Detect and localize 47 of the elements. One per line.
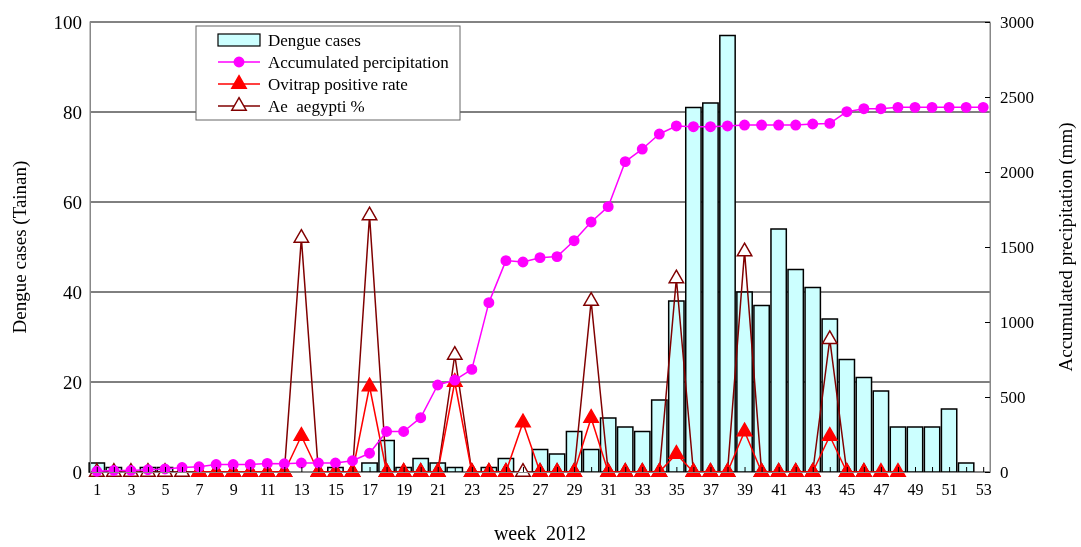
x-tick-label: 3 bbox=[127, 481, 136, 499]
x-tick-label: 17 bbox=[362, 481, 379, 499]
y2-tick-label: 1500 bbox=[1000, 237, 1034, 257]
x-tick-label: 53 bbox=[975, 481, 992, 499]
y2-tick-label: 3000 bbox=[1000, 12, 1034, 32]
y-tick-label: 40 bbox=[63, 281, 82, 303]
x-tick-label: 27 bbox=[532, 481, 549, 499]
x-tick-label: 13 bbox=[293, 481, 310, 499]
y2-tick-label: 500 bbox=[1000, 387, 1026, 407]
x-tick-label: 37 bbox=[702, 481, 719, 499]
x-tick-label: 23 bbox=[464, 481, 481, 499]
y2-axis-title: Accumulated precipitation (mm) bbox=[1055, 122, 1077, 372]
x-tick-label: 45 bbox=[839, 481, 856, 499]
x-tick-label: 11 bbox=[260, 481, 276, 499]
x-tick-label: 15 bbox=[327, 481, 344, 499]
y2-tick-label: 0 bbox=[1000, 462, 1009, 482]
x-tick-label: 41 bbox=[771, 481, 788, 499]
legend-label: Accumulated percipitation bbox=[268, 53, 450, 72]
x-tick-label: 9 bbox=[229, 481, 238, 499]
x-tick-label: 33 bbox=[634, 481, 651, 499]
y2-tick-label: 2000 bbox=[1000, 162, 1034, 182]
y-tick-label: 0 bbox=[72, 461, 82, 483]
y-tick-label: 80 bbox=[63, 101, 82, 123]
x-tick-label: 31 bbox=[600, 481, 617, 499]
y-tick-label: 100 bbox=[53, 11, 82, 33]
x-tick-label: 35 bbox=[668, 481, 685, 499]
x-tick-label: 43 bbox=[805, 481, 822, 499]
x-tick-label: 1 bbox=[93, 481, 102, 499]
y-tick-label: 60 bbox=[63, 191, 82, 213]
x-tick-label: 39 bbox=[737, 481, 754, 499]
y-axis-title: Dengue cases (Tainan) bbox=[9, 160, 31, 334]
x-tick-label: 21 bbox=[430, 481, 447, 499]
x-tick-label: 25 bbox=[498, 481, 515, 499]
x-tick-label: 29 bbox=[566, 481, 583, 499]
x-tick-label: 7 bbox=[195, 481, 204, 499]
legend-label: Ae aegypti % bbox=[268, 97, 365, 116]
x-tick-label: 19 bbox=[396, 481, 413, 499]
legend-label: Dengue cases bbox=[268, 31, 361, 50]
y2-tick-label: 1000 bbox=[1000, 312, 1034, 332]
x-tick-label: 51 bbox=[941, 481, 958, 499]
y2-tick-label: 2500 bbox=[1000, 87, 1034, 107]
legend-label: Ovitrap positive rate bbox=[268, 75, 408, 94]
y-tick-label: 20 bbox=[63, 371, 82, 393]
x-tick-label: 5 bbox=[161, 481, 170, 499]
x-tick-label: 49 bbox=[907, 481, 924, 499]
x-axis-title: week 2012 bbox=[493, 522, 587, 544]
x-tick-label: 47 bbox=[873, 481, 890, 499]
